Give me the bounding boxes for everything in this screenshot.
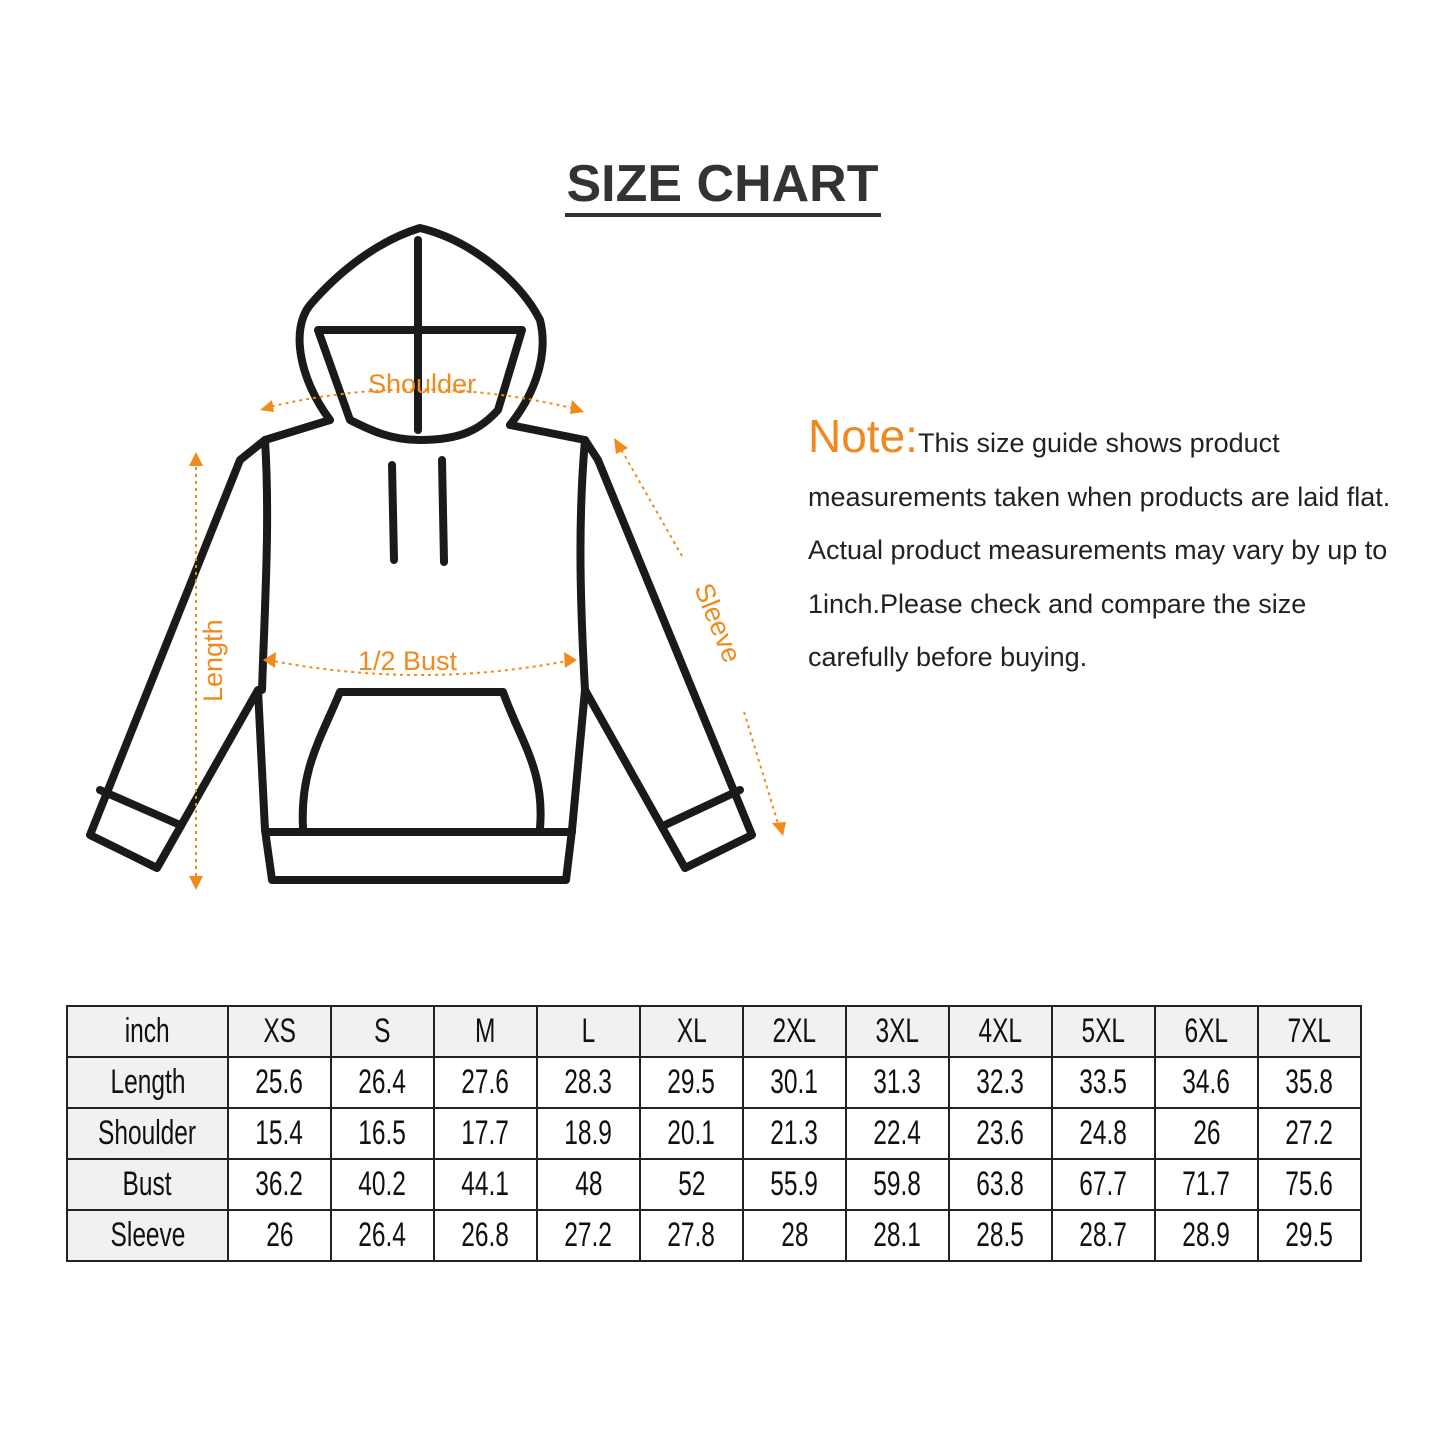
column-header: XS bbox=[227, 1005, 332, 1058]
column-header: 3XL bbox=[845, 1005, 950, 1058]
table-cell: 16.5 bbox=[330, 1107, 435, 1160]
body-outline bbox=[86, 416, 756, 884]
hood-outline bbox=[295, 224, 547, 429]
table-cell: 32.3 bbox=[948, 1056, 1053, 1109]
table-cell: 27.2 bbox=[1257, 1107, 1362, 1160]
table-cell: 29.5 bbox=[639, 1056, 744, 1109]
column-header: L bbox=[536, 1005, 641, 1058]
column-header: 4XL bbox=[948, 1005, 1053, 1058]
pocket bbox=[298, 688, 545, 832]
column-header: M bbox=[433, 1005, 538, 1058]
table-cell: 26.4 bbox=[330, 1056, 435, 1109]
table-cell: 28.7 bbox=[1051, 1209, 1156, 1262]
table-cell: 28 bbox=[742, 1209, 847, 1262]
table-cell: 31.3 bbox=[845, 1056, 950, 1109]
column-header: 6XL bbox=[1154, 1005, 1259, 1058]
table-cell: 55.9 bbox=[742, 1158, 847, 1211]
table-cell: 63.8 bbox=[948, 1158, 1053, 1211]
table-cell: 35.8 bbox=[1257, 1056, 1362, 1109]
table-cell: 67.7 bbox=[1051, 1158, 1156, 1211]
table-cell: 26.4 bbox=[330, 1209, 435, 1262]
table-cell: 27.6 bbox=[433, 1056, 538, 1109]
table-row: Shoulder 15.4 16.5 17.7 18.9 20.1 21.3 22.4 23.6… bbox=[66, 1107, 1362, 1160]
table-cell: 28.5 bbox=[948, 1209, 1053, 1262]
table-cell: 15.4 bbox=[227, 1107, 332, 1160]
table-cell: 26.8 bbox=[433, 1209, 538, 1262]
table-cell: 26 bbox=[227, 1209, 332, 1262]
right-cuff bbox=[661, 786, 744, 829]
table-cell: 44.1 bbox=[433, 1158, 538, 1211]
table-cell: 21.3 bbox=[742, 1107, 847, 1160]
row-header: Sleeve bbox=[66, 1209, 229, 1262]
table-row: Sleeve 26 26.4 26.8 27.2 27.8 28 28.1 28.5 28.7 28… bbox=[66, 1209, 1362, 1262]
column-header: 5XL bbox=[1051, 1005, 1156, 1058]
row-header: Bust bbox=[66, 1158, 229, 1211]
table-cell: 24.8 bbox=[1051, 1107, 1156, 1160]
table-cell: 34.6 bbox=[1154, 1056, 1259, 1109]
table-cell: 25.6 bbox=[227, 1056, 332, 1109]
table-cell: 75.6 bbox=[1257, 1158, 1362, 1211]
page-title: SIZE CHART bbox=[0, 155, 1445, 217]
note-text: Note:This size guide shows product measu… bbox=[808, 410, 1391, 672]
hoodie-diagram: Shoulder 1/2 Bust Length Sleeve bbox=[86, 224, 786, 890]
table-row: Bust 36.2 40.2 44.1 48 52 55.9 59.8 63.8 67.7 71.7… bbox=[66, 1158, 1362, 1211]
left-cuff bbox=[96, 786, 184, 829]
size-table: inch XS S M L XL 2XL 3XL 4XL 5XL 6XL 7XL Length 25.6 2… bbox=[66, 1005, 1362, 1262]
length-label: Length bbox=[198, 619, 228, 702]
drawstring-right bbox=[438, 456, 448, 566]
table-cell: 18.9 bbox=[536, 1107, 641, 1160]
column-header: 2XL bbox=[742, 1005, 847, 1058]
table-cell: 28.9 bbox=[1154, 1209, 1259, 1262]
table-cell: 40.2 bbox=[330, 1158, 435, 1211]
table-cell: 36.2 bbox=[227, 1158, 332, 1211]
table-cell: 23.6 bbox=[948, 1107, 1053, 1160]
table-cell: 30.1 bbox=[742, 1056, 847, 1109]
table-cell: 22.4 bbox=[845, 1107, 950, 1160]
table-cell: 17.7 bbox=[433, 1107, 538, 1160]
table-header-row: inch XS S M L XL 2XL 3XL 4XL 5XL 6XL 7XL bbox=[66, 1005, 1362, 1058]
table-cell: 71.7 bbox=[1154, 1158, 1259, 1211]
table-cell: 28.1 bbox=[845, 1209, 950, 1262]
column-header: XL bbox=[639, 1005, 744, 1058]
row-header: Length bbox=[66, 1056, 229, 1109]
table-cell: 26 bbox=[1154, 1107, 1259, 1160]
table-cell: 29.5 bbox=[1257, 1209, 1362, 1262]
drawstring-left bbox=[388, 461, 398, 564]
note-label: Note: bbox=[808, 410, 918, 462]
table-row: Length 25.6 26.4 27.6 28.3 29.5 30.1 31.3 32.3 33… bbox=[66, 1056, 1362, 1109]
table-cell: 20.1 bbox=[639, 1107, 744, 1160]
table-cell: 48 bbox=[536, 1158, 641, 1211]
bust-label: 1/2 Bust bbox=[358, 646, 458, 676]
row-header: Shoulder bbox=[66, 1107, 229, 1160]
table-cell: 27.8 bbox=[639, 1209, 744, 1262]
table-cell: 33.5 bbox=[1051, 1056, 1156, 1109]
hood-opening bbox=[314, 326, 526, 444]
sleeve-label: Sleeve bbox=[688, 579, 747, 667]
table-cell: 28.3 bbox=[536, 1056, 641, 1109]
column-header: 7XL bbox=[1257, 1005, 1362, 1058]
table-cell: 27.2 bbox=[536, 1209, 641, 1262]
column-header: inch bbox=[66, 1005, 229, 1058]
table-cell: 52 bbox=[639, 1158, 744, 1211]
table-cell: 59.8 bbox=[845, 1158, 950, 1211]
shoulder-label: Shoulder bbox=[368, 369, 476, 399]
column-header: S bbox=[330, 1005, 435, 1058]
